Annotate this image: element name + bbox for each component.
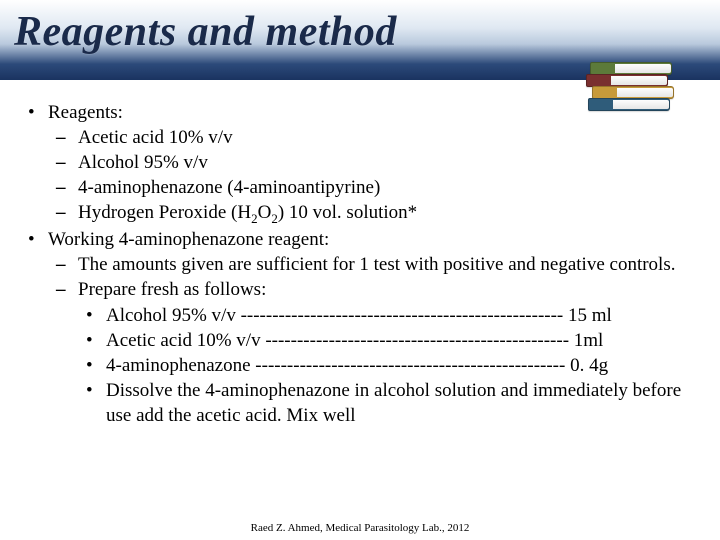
bullet-marker: – (56, 252, 68, 277)
bullet-item-level-1: –4-aminophenazone (4-aminoantipyrine) (22, 175, 698, 200)
bullet-item-level-2: • Alcohol 95% v/v -----------------------… (22, 303, 698, 328)
bullet-marker: – (56, 277, 68, 302)
bullet-item-level-1: –Prepare fresh as follows: (22, 277, 698, 302)
bullet-text: Acetic acid 10% v/v (78, 125, 233, 150)
bullet-item-level-2: • Acetic acid 10% v/v -------------------… (22, 328, 698, 353)
slide-footer: Raed Z. Ahmed, Medical Parasitology Lab.… (0, 522, 720, 534)
bullet-text: 4-aminophenazone -----------------------… (106, 353, 608, 378)
bullet-marker: • (28, 227, 38, 252)
slide-body: •Reagents:–Acetic acid 10% v/v–Alcohol 9… (22, 100, 698, 428)
bullet-marker: • (86, 328, 96, 353)
bullet-text: Hydrogen Peroxide (H2O2) 10 vol. solutio… (78, 200, 417, 227)
bullet-item-level-1: –Hydrogen Peroxide (H2O2) 10 vol. soluti… (22, 200, 698, 227)
bullet-marker: – (56, 200, 68, 227)
bullet-item-level-1: –Alcohol 95% v/v (22, 150, 698, 175)
bullet-item-level-2: • 4-aminophenazone ----------------------… (22, 353, 698, 378)
slide-title: Reagents and method (14, 8, 397, 56)
slide: Reagents and method •Reagents:–Acetic ac… (0, 0, 720, 540)
bullet-marker: – (56, 125, 68, 150)
bullet-text: Working 4-aminophenazone reagent: (48, 227, 329, 252)
bullet-text: Prepare fresh as follows: (78, 277, 266, 302)
bullet-item-level-0: • Reagents: (22, 100, 698, 125)
bullet-text: Alcohol 95% v/v ------------------------… (106, 303, 612, 328)
bullet-text: Dissolve the 4-aminophenazone in alcohol… (106, 378, 698, 428)
bullet-marker: • (86, 378, 96, 428)
bullet-text: Alcohol 95% v/v (78, 150, 208, 175)
bullet-item-level-1: –The amounts given are sufficient for 1 … (22, 252, 698, 277)
bullet-text: Reagents: (48, 100, 123, 125)
bullet-marker: • (86, 303, 96, 328)
bullet-marker: • (28, 100, 38, 125)
bullet-text: The amounts given are sufficient for 1 t… (78, 252, 675, 277)
bullet-marker: – (56, 175, 68, 200)
bullet-text: Acetic acid 10% v/v --------------------… (106, 328, 603, 353)
bullet-marker: – (56, 150, 68, 175)
bullet-item-level-0: • Working 4-aminophenazone reagent: (22, 227, 698, 252)
bullet-marker: • (86, 353, 96, 378)
bullet-item-level-2: •Dissolve the 4-aminophenazone in alcoho… (22, 378, 698, 428)
bullet-item-level-1: –Acetic acid 10% v/v (22, 125, 698, 150)
bullet-text: 4-aminophenazone (4-aminoantipyrine) (78, 175, 380, 200)
